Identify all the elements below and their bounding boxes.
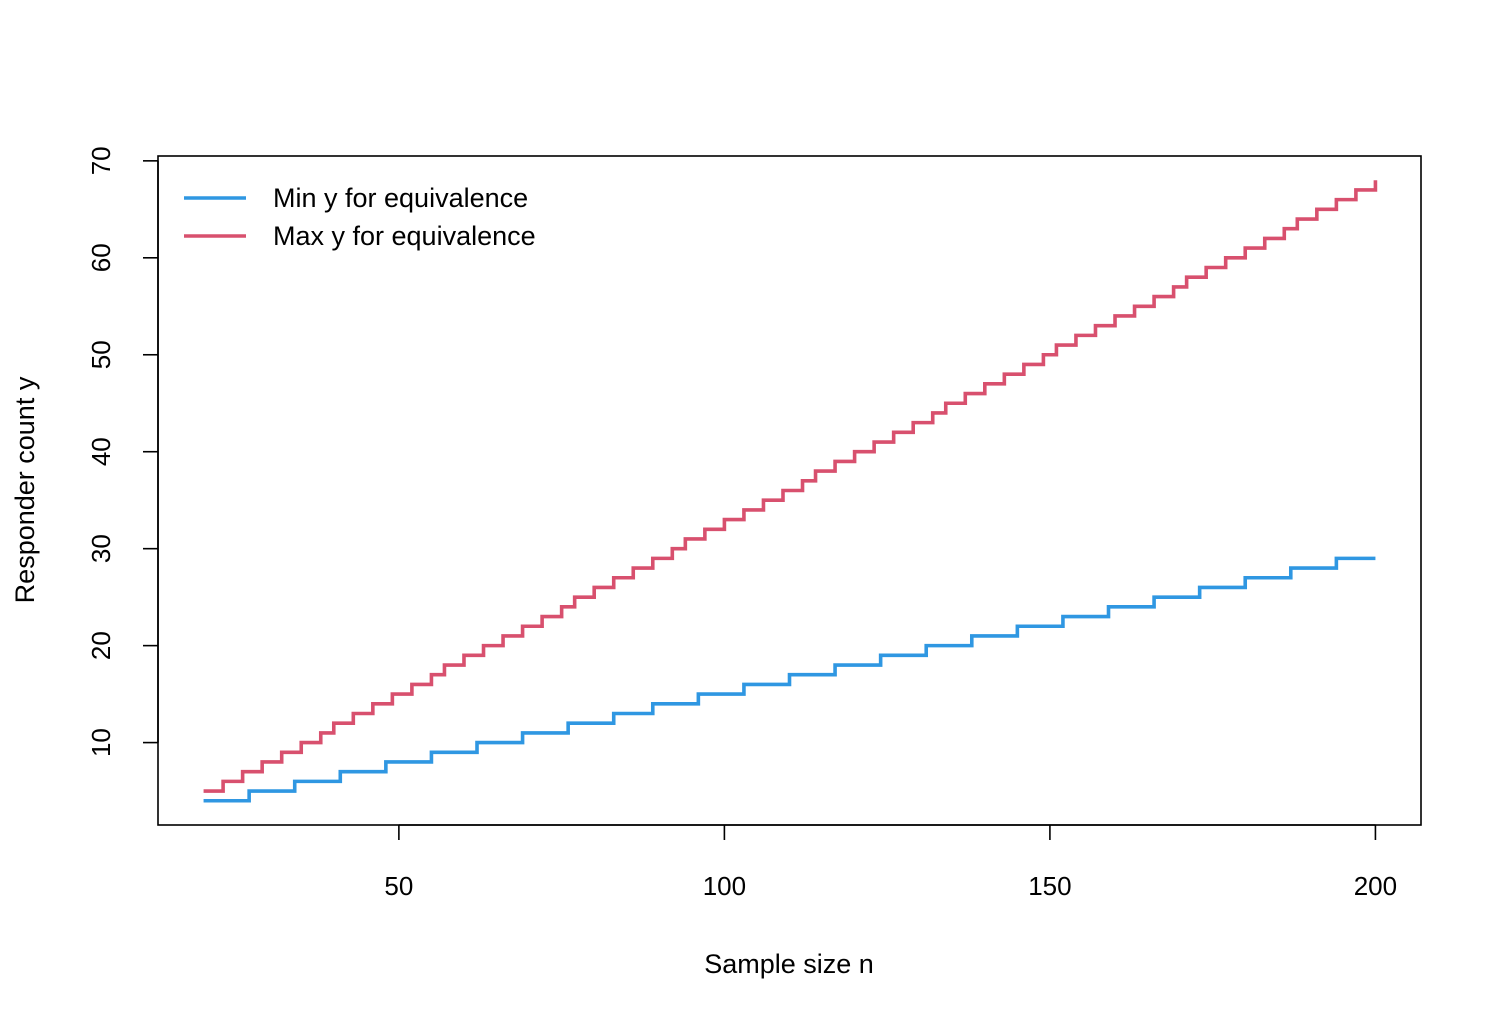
series-layer [203, 180, 1378, 803]
x-tick-label: 200 [1354, 871, 1397, 901]
y-tick-label: 40 [86, 437, 116, 466]
x-axis: 50 100 150 200 [384, 824, 1397, 901]
x-tick-label: 100 [703, 871, 746, 901]
x-tick-label: 150 [1028, 871, 1071, 901]
y-axis-title: Responder count y [10, 376, 40, 603]
y-axis: 10 20 30 40 50 60 70 [86, 146, 159, 757]
y-tick-label: 10 [86, 728, 116, 757]
legend-label: Min y for equivalence [273, 183, 528, 213]
x-axis-title: Sample size n [704, 949, 874, 979]
y-tick-label: 50 [86, 340, 116, 369]
y-tick-label: 60 [86, 243, 116, 272]
y-tick-label: 30 [86, 534, 116, 563]
series-line-min [203, 556, 1376, 803]
legend: Min y for equivalence Max y for equivalen… [184, 183, 536, 251]
series-line-max [203, 180, 1378, 793]
x-tick-label: 50 [384, 871, 413, 901]
y-tick-label: 70 [86, 146, 116, 175]
legend-label: Max y for equivalence [273, 221, 536, 251]
y-tick-label: 20 [86, 631, 116, 660]
